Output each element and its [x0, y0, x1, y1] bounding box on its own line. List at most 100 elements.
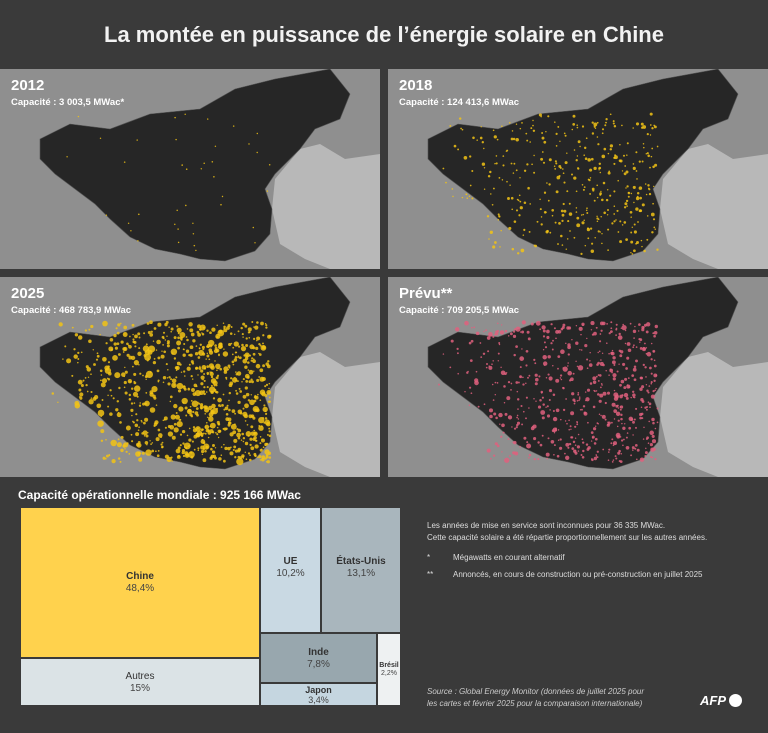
solar-site-dot [519, 331, 522, 333]
solar-site-dot [469, 359, 473, 362]
solar-site-dot [617, 407, 620, 409]
solar-site-dot [580, 349, 583, 351]
solar-site-dot [155, 404, 158, 406]
solar-site-dot [136, 442, 142, 448]
solar-site-dot [114, 346, 118, 350]
solar-site-dot [615, 219, 617, 221]
solar-site-dot [633, 418, 636, 421]
solar-site-dot [630, 240, 634, 244]
solar-site-dot [509, 184, 511, 186]
solar-site-dot [566, 190, 569, 193]
solar-site-dot [144, 417, 149, 422]
solar-site-dot [173, 384, 176, 386]
cell-name: UE [283, 556, 298, 567]
solar-site-dot [213, 384, 216, 387]
solar-site-dot [593, 125, 596, 128]
solar-site-dot [138, 457, 143, 462]
solar-site-dot [581, 184, 584, 186]
solar-site-dot [621, 394, 624, 397]
solar-site-dot [643, 146, 645, 149]
solar-site-dot [598, 166, 602, 170]
solar-site-dot [611, 402, 616, 407]
solar-site-dot [621, 124, 623, 127]
solar-site-dot [123, 161, 126, 163]
notes: Les années de mise en service sont incon… [427, 520, 707, 544]
solar-site-dot [609, 148, 613, 151]
solar-site-dot [649, 134, 652, 136]
solar-site-dot [503, 385, 506, 388]
solar-site-dot [191, 440, 194, 443]
solar-site-dot [507, 335, 510, 337]
solar-site-dot [577, 450, 580, 452]
solar-site-dot [635, 151, 638, 154]
solar-site-dot [264, 385, 267, 388]
solar-site-dot [554, 160, 557, 163]
solar-site-dot [583, 219, 585, 222]
solar-site-dot [568, 212, 573, 216]
solar-site-dot [608, 448, 611, 451]
solar-site-dot [636, 448, 640, 452]
solar-site-dot [544, 346, 548, 349]
solar-site-dot [621, 422, 623, 425]
solar-site-dot [77, 361, 79, 364]
solar-site-dot [90, 373, 92, 376]
solar-site-dot [468, 404, 471, 407]
solar-site-dot [233, 438, 238, 443]
solar-site-dot [193, 244, 196, 247]
solar-site-dot [248, 143, 250, 145]
solar-site-dot [241, 381, 243, 383]
solar-site-dot [207, 431, 212, 435]
solar-site-dot [223, 327, 225, 330]
solar-site-dot [455, 327, 460, 332]
solar-site-dot [625, 199, 629, 203]
solar-site-dot [165, 363, 168, 366]
solar-site-dot [652, 447, 656, 451]
solar-site-dot [542, 161, 546, 164]
solar-site-dot [590, 431, 594, 434]
solar-site-dot [192, 392, 197, 396]
solar-site-dot [209, 386, 216, 393]
source-line: Source : Global Energy Monitor (données … [427, 687, 645, 696]
solar-site-dot [164, 339, 167, 341]
solar-site-dot [191, 378, 194, 380]
solar-site-dot [632, 390, 635, 393]
solar-site-dot [631, 226, 634, 229]
solar-site-dot [610, 330, 613, 333]
solar-site-dot [241, 454, 245, 458]
solar-site-dot [497, 352, 500, 355]
solar-site-dot [648, 188, 651, 191]
solar-site-dot [540, 410, 546, 415]
solar-site-dot [501, 423, 505, 428]
solar-site-dot [234, 412, 237, 415]
solar-site-dot [618, 332, 621, 336]
solar-site-dot [533, 398, 535, 400]
solar-site-dot [589, 168, 593, 172]
solar-site-dot [170, 330, 173, 333]
solar-site-dot [479, 342, 482, 344]
solar-site-dot [651, 147, 654, 150]
solar-site-dot [647, 391, 650, 394]
solar-site-dot [599, 374, 602, 377]
solar-site-dot [585, 397, 590, 402]
solar-site-dot [589, 177, 592, 179]
solar-site-dot [607, 152, 610, 155]
solar-site-dot [639, 346, 643, 350]
solar-site-dot [556, 454, 560, 458]
solar-site-dot [508, 121, 511, 124]
solar-site-dot [645, 447, 647, 450]
solar-site-dot [549, 231, 552, 234]
solar-site-dot [626, 432, 629, 434]
solar-site-dot [501, 451, 503, 453]
solar-site-dot [137, 351, 142, 356]
solar-site-dot [244, 324, 248, 328]
solar-site-dot [200, 168, 203, 170]
solar-site-dot [601, 128, 605, 131]
solar-site-dot [145, 343, 148, 346]
solar-site-dot [582, 441, 585, 444]
solar-site-dot [526, 163, 529, 166]
solar-site-dot [200, 407, 203, 410]
solar-site-dot [604, 124, 607, 127]
solar-site-dot [176, 327, 182, 333]
solar-site-dot [262, 364, 266, 368]
solar-site-dot [504, 412, 508, 416]
